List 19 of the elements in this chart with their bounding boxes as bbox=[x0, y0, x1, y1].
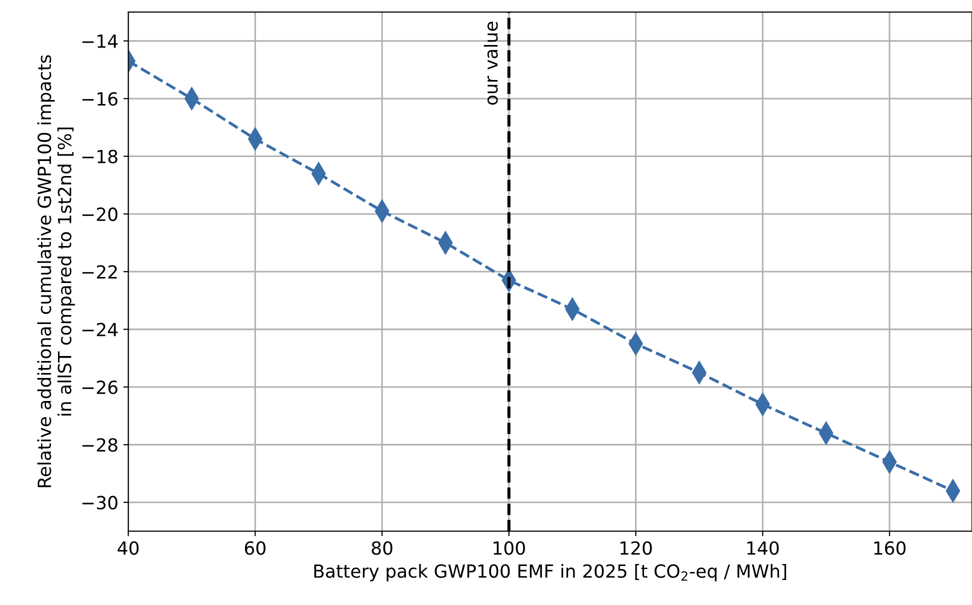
x-tick-label: 40 bbox=[118, 541, 139, 555]
y-tick-label: −20 bbox=[82, 207, 118, 222]
y-tick-label: −18 bbox=[82, 150, 118, 164]
x-tick-label: 80 bbox=[372, 541, 392, 555]
y-tick-label: −26 bbox=[82, 380, 118, 394]
y-tick-label: −30 bbox=[82, 496, 118, 510]
y-tick-label: −22 bbox=[82, 265, 117, 279]
x-tick-label: 100 bbox=[494, 541, 525, 555]
x-tick-label: 120 bbox=[620, 541, 652, 555]
x-tick-label: 140 bbox=[747, 541, 779, 555]
ref-line-label: our value bbox=[484, 22, 498, 105]
y-axis-title: Relative additional cumulative GWP100 impacts in allST compared to 1st2nd [%] bbox=[37, 55, 75, 488]
y-tick-label: −14 bbox=[82, 34, 118, 48]
x-axis-title: Battery pack GWP100 EMF in 2025 [t CO$_{2}$-eq / MWh] bbox=[314, 564, 786, 582]
y-tick-label: −16 bbox=[82, 92, 118, 106]
y-tick-label: −28 bbox=[82, 438, 118, 452]
y-tick-label: −24 bbox=[82, 322, 118, 336]
x-tick-label: 60 bbox=[244, 541, 266, 555]
x-tick-label: 160 bbox=[874, 541, 906, 555]
